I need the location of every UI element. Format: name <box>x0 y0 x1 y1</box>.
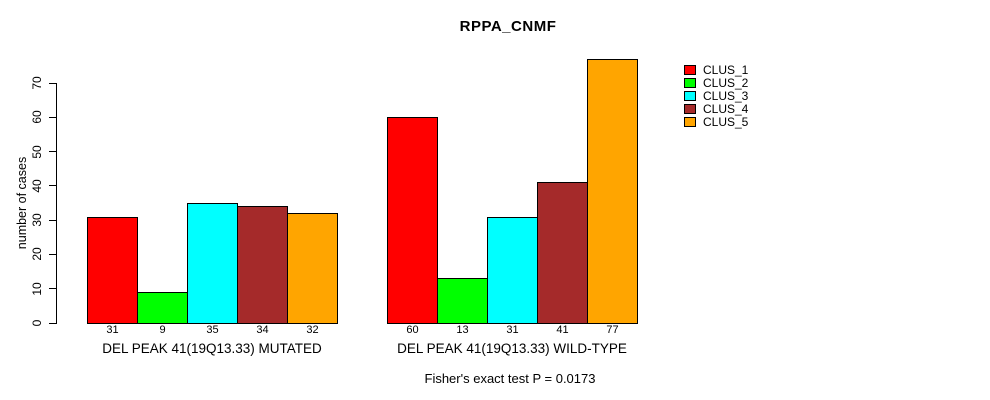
bar-clus-1-group-1 <box>87 216 138 324</box>
chart-title: RPPA_CNMF <box>459 18 557 35</box>
bar-value-label: 60 <box>406 324 419 336</box>
bar-value-label: 32 <box>306 324 319 336</box>
y-tick <box>49 288 56 290</box>
bar-clus-3-group-2 <box>487 216 538 324</box>
y-tick <box>49 219 56 221</box>
bar-value-label: 35 <box>206 324 219 336</box>
bar-value-label: 13 <box>456 324 469 336</box>
fisher-test-annotation: Fisher's exact test P = 0.0173 <box>424 371 596 386</box>
legend-swatch <box>684 65 696 76</box>
y-tick <box>49 116 56 118</box>
y-tick-label: 60 <box>30 110 44 124</box>
y-tick <box>49 151 56 153</box>
bar-clus-3-group-1 <box>187 203 238 324</box>
bar-value-label: 77 <box>606 324 619 336</box>
y-axis-line <box>56 83 57 324</box>
y-tick <box>49 82 56 84</box>
y-tick-label: 20 <box>30 247 44 262</box>
bar-clus-5-group-2 <box>587 59 638 324</box>
legend-item: CLUS_1 <box>684 63 749 78</box>
y-axis-title: number of cases <box>15 156 29 250</box>
y-tick-label: 0 <box>30 319 44 327</box>
legend-item: CLUS_2 <box>684 76 749 91</box>
x-category-label: DEL PEAK 41(19Q13.33) MUTATED <box>102 341 322 356</box>
y-tick-label: 30 <box>30 213 44 227</box>
legend-swatch <box>684 116 696 127</box>
bar-clus-2-group-2 <box>437 278 488 324</box>
bar-clus-5-group-1 <box>287 213 338 324</box>
bar-clus-4-group-1 <box>237 206 288 324</box>
bar-value-label: 41 <box>556 324 569 336</box>
legend-item: CLUS_4 <box>684 101 749 116</box>
legend-item: CLUS_3 <box>684 89 749 103</box>
bar-value-label: 31 <box>106 324 119 336</box>
legend-swatch <box>684 90 696 101</box>
legend-item-label: CLUS_1 <box>703 63 749 78</box>
bar-clus-1-group-2 <box>387 117 438 324</box>
bar-value-label: 9 <box>159 324 166 336</box>
legend-swatch <box>684 78 696 89</box>
bar-value-label: 34 <box>256 324 269 336</box>
legend-item-label: CLUS_3 <box>703 89 749 103</box>
legend-item-label: CLUS_2 <box>703 76 749 91</box>
y-tick <box>49 185 56 187</box>
bar-value-label: 31 <box>506 324 519 336</box>
y-tick-label: 10 <box>30 282 44 296</box>
y-tick-label: 70 <box>30 76 44 90</box>
legend-swatch <box>684 103 696 114</box>
legend: CLUS_1 CLUS_2 CLUS_3 CLUS_4 CLUS_5 <box>684 63 749 129</box>
legend-item-label: CLUS_5 <box>703 114 749 129</box>
bar-clus-4-group-2 <box>537 182 588 324</box>
y-tick <box>49 322 56 324</box>
y-tick <box>49 253 56 255</box>
bar-clus-2-group-1 <box>137 292 188 324</box>
y-tick-label: 40 <box>30 179 44 193</box>
legend-item: CLUS_5 <box>684 114 749 129</box>
x-category-label: DEL PEAK 41(19Q13.33) WILD-TYPE <box>397 341 627 356</box>
legend-item-label: CLUS_4 <box>703 101 749 116</box>
y-tick-label: 50 <box>30 144 44 159</box>
